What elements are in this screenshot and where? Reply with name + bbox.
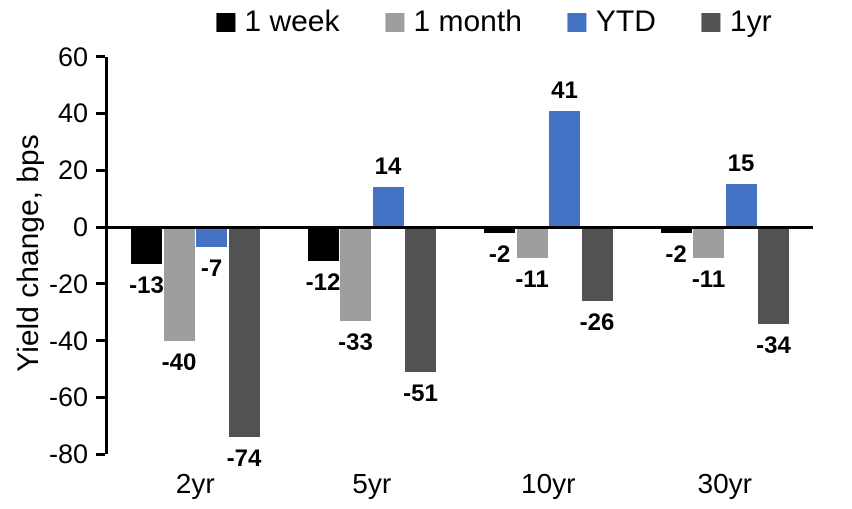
bar-1yr-30yr xyxy=(758,227,789,324)
bar-ytd-5yr xyxy=(372,187,404,227)
bar-1-week-10yr xyxy=(484,227,515,233)
data-label-1-month-2yr: -40 xyxy=(161,348,197,376)
y-axis-tick xyxy=(96,452,105,456)
legend-swatch-icon xyxy=(567,12,587,32)
legend-swatch-icon xyxy=(216,12,236,32)
data-label-ytd-5yr: 14 xyxy=(374,153,402,181)
bar-1-month-5yr xyxy=(340,227,371,321)
y-axis-tick-label: 0 xyxy=(72,212,88,242)
data-label-1-month-30yr: -11 xyxy=(691,266,726,294)
category-label-5yr: 5yr xyxy=(352,468,392,499)
y-axis-tick xyxy=(96,55,105,59)
y-axis-tick xyxy=(96,395,105,399)
category-label-2yr: 2yr xyxy=(175,468,215,499)
bar-ytd-2yr xyxy=(196,227,227,247)
legend-item-1-week: 1 week xyxy=(216,2,339,42)
y-axis-tick-label: -60 xyxy=(48,382,88,413)
bar-1-month-2yr xyxy=(163,227,195,341)
y-axis-line xyxy=(105,56,108,455)
bar-1-week-2yr xyxy=(131,227,162,264)
chart-legend: 1 week 1 month YTD 1yr xyxy=(216,2,772,42)
legend-label: YTD xyxy=(595,5,656,38)
bar-1yr-10yr xyxy=(581,227,613,301)
data-label-1yr-5yr: -51 xyxy=(403,379,438,407)
bar-1yr-2yr xyxy=(228,227,260,438)
data-label-1-month-10yr: -11 xyxy=(515,266,549,294)
y-axis-tick xyxy=(96,339,105,343)
data-label-1-week-5yr: -12 xyxy=(305,269,341,297)
legend-item-ytd: YTD xyxy=(567,2,656,42)
data-label-ytd-2yr: -7 xyxy=(200,254,223,282)
legend-swatch-icon xyxy=(385,12,405,32)
y-axis-tick xyxy=(96,111,105,115)
y-axis-tick-label: -80 xyxy=(48,439,88,470)
y-axis-tick-label: 20 xyxy=(57,155,88,186)
data-label-1-week-10yr: -2 xyxy=(488,240,511,268)
legend-item-1yr: 1yr xyxy=(701,2,772,42)
bar-1-week-5yr xyxy=(307,227,339,262)
category-label-30yr: 30yr xyxy=(697,468,752,499)
data-label-1yr-30yr: -34 xyxy=(756,331,791,359)
legend-label: 1yr xyxy=(729,5,772,38)
bar-ytd-30yr xyxy=(725,184,757,227)
category-label-10yr: 10yr xyxy=(521,468,576,499)
data-label-1-week-30yr: -2 xyxy=(665,240,687,268)
bar-1yr-5yr xyxy=(405,227,436,372)
legend-item-1-month: 1 month xyxy=(385,2,522,42)
y-axis-tick xyxy=(96,168,105,172)
y-axis-tick-label: 40 xyxy=(57,98,88,129)
data-label-ytd-10yr: 41 xyxy=(551,76,578,104)
zero-line xyxy=(105,225,813,229)
data-label-ytd-30yr: 15 xyxy=(727,150,755,178)
y-axis-tick-label: -40 xyxy=(48,325,88,356)
bar-1-month-30yr xyxy=(693,227,724,259)
data-label-1yr-2yr: -74 xyxy=(226,445,262,473)
bar-1-month-10yr xyxy=(516,227,548,259)
legend-label: 1 week xyxy=(244,5,340,38)
data-label-1-month-5yr: -33 xyxy=(338,328,373,356)
data-label-1yr-10yr: -26 xyxy=(579,308,615,336)
bar-ytd-10yr xyxy=(549,110,580,227)
legend-swatch-icon xyxy=(701,12,721,32)
y-axis-tick xyxy=(96,282,105,286)
data-label-1-week-2yr: -13 xyxy=(129,271,164,299)
y-axis-tick-label: 60 xyxy=(57,41,88,72)
y-axis-tick-label: -20 xyxy=(48,268,88,299)
bar-1-week-30yr xyxy=(660,227,692,233)
legend-label: 1 month xyxy=(413,5,522,38)
y-axis-tick xyxy=(96,225,105,229)
